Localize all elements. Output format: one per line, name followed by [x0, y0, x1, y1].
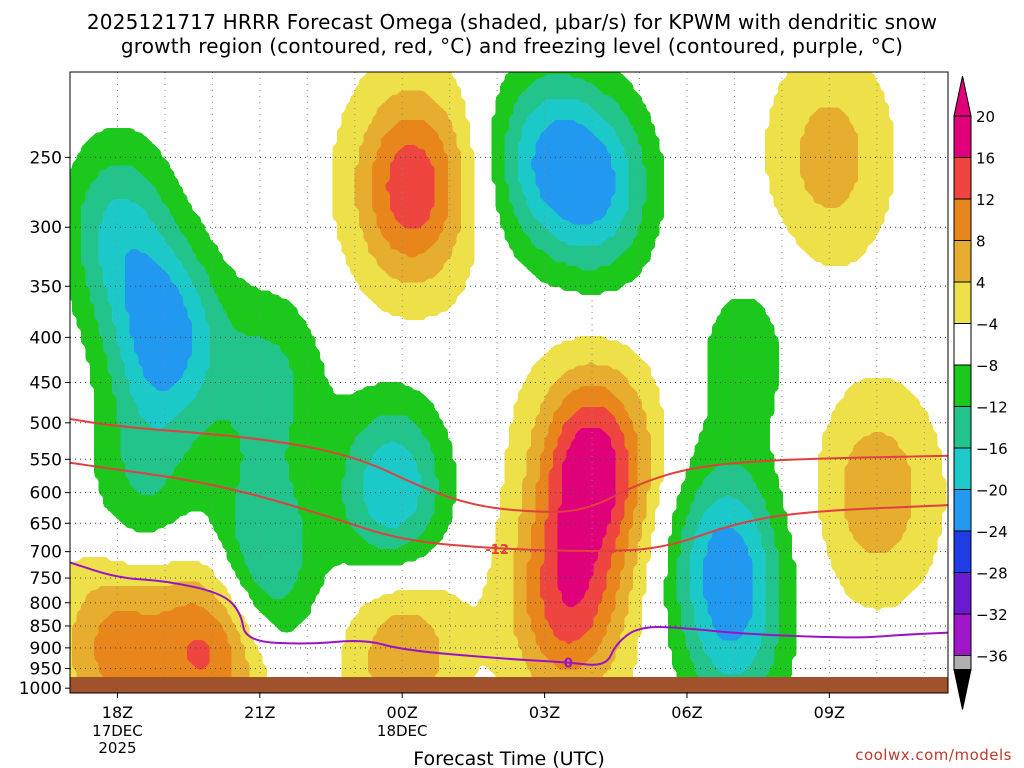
colorbar-swatch: [953, 364, 972, 407]
x-tick-label: 03Z: [529, 703, 560, 722]
colorbar-swatch: [953, 613, 972, 656]
colorbar-swatch: [953, 198, 972, 241]
y-tick-label: 750: [30, 569, 62, 589]
colorbar-label: 8: [976, 233, 986, 251]
colorbar-swatch: [953, 281, 972, 324]
contour-label: -12: [485, 543, 509, 558]
omega-shading: [70, 72, 947, 692]
y-tick-label: 900: [30, 639, 62, 659]
chart-title-line2: growth region (contoured, red, °C) and f…: [120, 34, 904, 58]
colorbar-label: −36: [976, 648, 1008, 666]
colorbar-label: −16: [976, 440, 1008, 458]
y-tick-label: 1000: [19, 679, 62, 699]
colorbar-swatch: [953, 489, 972, 532]
colorbar-swatch: [953, 157, 972, 200]
colorbar-label: −20: [976, 482, 1008, 500]
colorbar-label: −8: [976, 357, 998, 375]
chart-title-line1: 2025121717 HRRR Forecast Omega (shaded, …: [86, 10, 938, 34]
contour-label: 0: [564, 656, 573, 671]
x-tick-sublabel: 2025: [98, 739, 136, 757]
contour-line-0: [70, 417, 948, 513]
y-tick-label: 950: [30, 660, 62, 680]
x-tick-label: 09Z: [814, 703, 845, 722]
y-tick-label: 500: [30, 414, 62, 434]
x-tick-label: 21Z: [244, 703, 275, 722]
colorbar-label: −32: [976, 606, 1008, 624]
y-tick-label: 450: [30, 373, 62, 393]
colorbar-bottom-arrow: [953, 669, 972, 710]
colorbar-swatch: [953, 572, 972, 615]
y-tick-label: 600: [30, 484, 62, 504]
colorbar-label: −12: [976, 399, 1008, 417]
x-tick-label: 00Z: [387, 703, 418, 722]
x-tick-sublabel: 17DEC: [92, 722, 143, 740]
x-tick-label: 18Z: [102, 703, 133, 722]
colorbar-label: −28: [976, 565, 1008, 583]
contour-line-2: [70, 561, 948, 666]
y-tick-label: 550: [30, 450, 62, 470]
y-tick-label: 650: [30, 514, 62, 534]
y-tick-label: 350: [30, 277, 62, 297]
colorbar-swatch: [953, 323, 972, 366]
colorbar-swatch: [953, 115, 972, 158]
colorbar-top-arrow: [953, 75, 972, 117]
y-tick-label: 850: [30, 617, 62, 637]
colorbar-swatch: [953, 240, 972, 283]
colorbar-label: 16: [976, 150, 995, 168]
colorbar-label: 4: [976, 274, 986, 292]
colorbar-swatch: [953, 530, 972, 573]
colorbar-swatch: [953, 406, 972, 449]
omega-band-negative-3: [125, 119, 753, 641]
colorbar-label: 12: [976, 191, 995, 209]
terrain-ground: [70, 677, 948, 693]
contours: -12 0: [70, 417, 948, 671]
colorbar-label: 20: [976, 108, 995, 126]
grid: [69, 72, 948, 692]
colorbar-swatch: [953, 447, 972, 490]
y-tick-label: 400: [30, 328, 62, 348]
contour-line-1: [70, 461, 948, 552]
y-tick-label: 250: [30, 148, 62, 168]
x-axis-label: Forecast Time (UTC): [413, 748, 604, 768]
y-tick-label: 300: [30, 218, 62, 238]
colorbar: 20 16 12 8 4 −4 −8 −12 −16 −20 −24 −28 −32 −36: [953, 75, 1008, 710]
credit-text: coolwx.com/models: [855, 746, 1012, 764]
x-tick-label: 06Z: [671, 703, 702, 722]
colorbar-label: −24: [976, 523, 1008, 541]
x-tick-sublabel: 18DEC: [377, 722, 428, 740]
colorbar-label: −4: [976, 316, 998, 334]
colorbar-swatch: [953, 655, 972, 670]
y-tick-label: 700: [30, 543, 62, 563]
y-axis: 2503003504004505005506006507007508008509…: [19, 148, 70, 699]
y-tick-label: 800: [30, 594, 62, 614]
